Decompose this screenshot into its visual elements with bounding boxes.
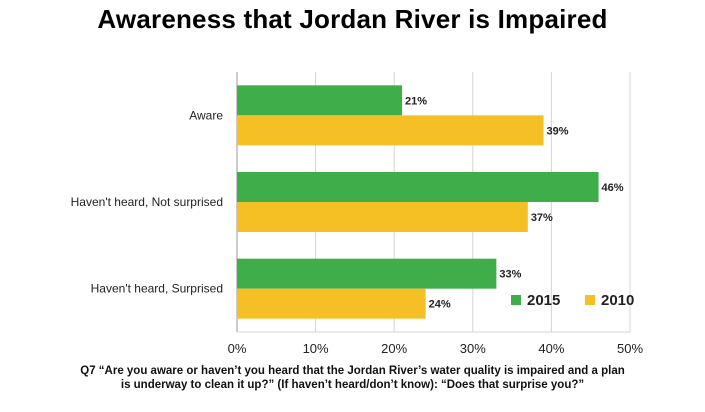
x-tick-label: 50%: [617, 341, 643, 356]
bar-2010: [237, 288, 426, 319]
category-label: Haven't heard, Surprised: [91, 282, 223, 296]
bar-2015: [237, 85, 403, 116]
data-label: 37%: [531, 212, 553, 224]
data-label: 33%: [499, 269, 521, 281]
x-tick-label: 0%: [228, 341, 247, 356]
survey-question-line-2: is underway to clean it up?” (If haven’t…: [120, 379, 585, 391]
bar-2015: [237, 258, 497, 289]
data-label: 24%: [429, 299, 451, 311]
survey-question: Q7 “Are you aware or haven’t you heard t…: [0, 364, 705, 392]
legend-label-2010: 2010: [601, 292, 634, 309]
x-tick-label: 10%: [303, 341, 329, 356]
data-label: 21%: [405, 95, 427, 107]
x-tick-label: 30%: [460, 341, 486, 356]
legend-swatch-2015: [511, 295, 521, 305]
x-tick-label: 20%: [381, 341, 407, 356]
bar-2010: [237, 202, 528, 232]
chart-title: Awareness that Jordan River is Impaired: [97, 4, 608, 34]
x-tick-label: 40%: [538, 341, 564, 356]
data-label: 46%: [602, 182, 624, 194]
survey-question-line-1: Q7 “Are you aware or haven’t you heard t…: [80, 365, 625, 377]
data-label: 39%: [547, 125, 569, 137]
legend-label-2015: 2015: [527, 292, 560, 309]
legend-swatch-2010: [585, 295, 595, 305]
bar-2010: [237, 115, 544, 146]
category-label: Haven't heard, Not surprised: [71, 195, 223, 209]
bar-2015: [237, 172, 599, 202]
category-label: Aware: [189, 108, 223, 122]
